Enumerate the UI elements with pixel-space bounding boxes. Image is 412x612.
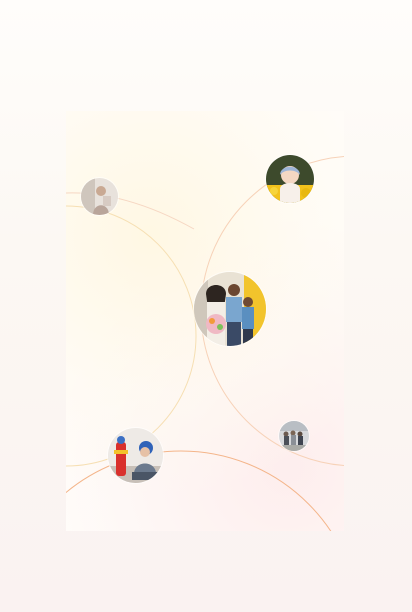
elderly-woman-photo[interactable] bbox=[81, 178, 118, 215]
portrait-elderly-woman-icon bbox=[81, 178, 118, 215]
child-toy-photo[interactable] bbox=[108, 428, 163, 483]
portrait-family-group-icon bbox=[194, 272, 266, 346]
connection-arc-top bbox=[66, 192, 195, 230]
portrait-group-outdoors-icon bbox=[279, 421, 309, 451]
group-outdoor-photo[interactable] bbox=[279, 421, 309, 451]
connection-arc-left bbox=[66, 205, 197, 467]
portrait-child-with-toy-icon bbox=[108, 428, 163, 483]
connection-arc-bottom bbox=[66, 450, 332, 531]
portrait-baby-in-flowers-icon bbox=[266, 155, 314, 203]
baby-photo[interactable] bbox=[266, 155, 314, 203]
family-photo[interactable] bbox=[194, 272, 266, 346]
family-tree-card bbox=[66, 111, 344, 531]
